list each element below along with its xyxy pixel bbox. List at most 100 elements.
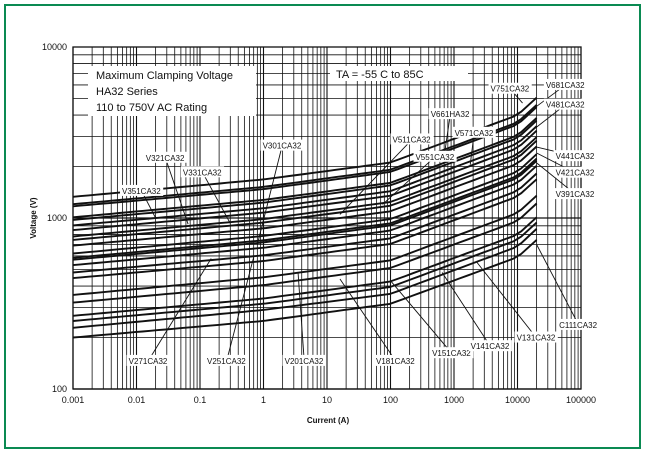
series-label-v331ca32: V331CA32 (183, 168, 222, 177)
label-background (468, 340, 512, 352)
label-leader-line (443, 114, 451, 157)
series-curve-v141ca32 (72, 221, 538, 322)
series-label-v751ca32: V751CA32 (491, 85, 530, 94)
label-background (143, 151, 187, 163)
series-curve-v351ca32 (72, 153, 538, 255)
label-leader-line (390, 280, 453, 354)
temperature-annotation: TA = -55 C to 85C (336, 69, 424, 81)
label-background (120, 184, 164, 196)
series-curve-v181ca32 (72, 202, 538, 304)
series-curve-v511ca32 (72, 125, 538, 227)
x-tick-label: 10000 (505, 395, 530, 405)
label-background (390, 133, 434, 145)
y-tick-label: 1000 (47, 213, 67, 223)
plot-border (72, 46, 582, 390)
temperature-box (330, 66, 468, 81)
axes: 0.001 0.01 0.1 1 10 100 1000 10000 100000 100 1000… (42, 42, 596, 405)
label-background (430, 347, 474, 359)
x-tick-label: 0.01 (128, 395, 146, 405)
series-curve-v661ha32 (72, 106, 538, 208)
series-label-v181ca32: V181CA32 (376, 357, 415, 366)
label-background (553, 150, 597, 162)
x-tick-label: 10 (322, 395, 332, 405)
label-background (543, 98, 588, 110)
label-leader-line (339, 278, 396, 362)
series-curve-v481ca32 (72, 130, 538, 232)
series-label-v201ca32: V201CA32 (285, 357, 324, 366)
series-curve-v301ca32 (72, 165, 538, 267)
label-leader-line (297, 272, 305, 361)
series-curve-v391ca32 (72, 145, 538, 247)
series-curve-v551ca32 (72, 119, 538, 221)
label-leader-line (536, 244, 580, 326)
series-label-v441ca32: V441CA32 (556, 152, 595, 161)
x-axis-label: Current (A) (307, 416, 350, 425)
x-tick-label: 0.001 (62, 395, 85, 405)
label-background (514, 331, 558, 343)
series-label-v321ca32: V321CA32 (146, 154, 185, 163)
series-label-v551ca32: V551CA32 (415, 153, 454, 162)
series-curve-v151ca32 (72, 216, 538, 317)
series-label-v141ca32: V141CA32 (471, 342, 510, 351)
label-background (557, 318, 601, 330)
series-label-v351ca32: V351CA32 (122, 187, 161, 196)
label-background (553, 188, 597, 200)
series-label-v131ca32: V131CA32 (517, 334, 556, 343)
x-tick-label: 100 (383, 395, 398, 405)
series-curve-v421ca32 (72, 140, 538, 241)
series-curve-v441ca32 (72, 136, 538, 238)
label-background (180, 166, 225, 178)
label-leader-line (469, 132, 475, 165)
series-curve-v131ca32 (72, 228, 538, 329)
series-label-v421ca32: V421CA32 (556, 169, 595, 178)
series-label-v391ca32: V391CA32 (556, 190, 595, 199)
series-labels: V751CA32 V681CA32 V481CA32 V661HA32 V571CA32… (120, 78, 601, 366)
series-curves (72, 96, 538, 339)
label-leader-line (147, 258, 212, 362)
label-background (428, 108, 472, 120)
label-background (543, 78, 588, 90)
series-curve-v271ca32 (72, 172, 538, 274)
label-leader-line (256, 145, 283, 245)
x-tick-label: 1000 (444, 395, 464, 405)
x-tick-label: 0.1 (194, 395, 207, 405)
series-label-v681ca32: V681CA32 (546, 81, 585, 90)
series-curve-v201ca32 (72, 194, 538, 296)
series-label-v271ca32: V271CA32 (129, 357, 168, 366)
y-tick-label: 10000 (42, 42, 67, 52)
series-curve-v331ca32 (72, 157, 538, 259)
x-tick-label: 100000 (566, 395, 596, 405)
label-background (282, 354, 326, 366)
series-label-v511ca32: V511CA32 (393, 135, 432, 144)
label-leader-line (339, 139, 413, 215)
series-curve-v321ca32 (72, 160, 538, 261)
chart-title: Maximum Clamping Voltage (96, 70, 233, 82)
chart-subtitle-rating: 110 to 750V AC Rating (96, 102, 207, 114)
chart-subtitle-series: HA32 Series (96, 86, 158, 98)
series-curve-v571ca32 (72, 117, 538, 219)
series-label-v481ca32: V481CA32 (546, 101, 585, 110)
x-tick-label: 1 (261, 395, 266, 405)
series-label-v151ca32: V151CA32 (432, 349, 471, 358)
series-label-v571ca32: V571CA32 (455, 129, 494, 138)
label-leader-line (164, 157, 189, 225)
series-label-v251ca32: V251CA32 (207, 357, 246, 366)
label-background (452, 126, 496, 138)
label-background (126, 354, 170, 366)
series-label-v301ca32: V301CA32 (263, 142, 302, 151)
y-axis-label: Voltage (V) (29, 197, 38, 239)
series-label-c111ca32: C111CA32 (559, 321, 598, 330)
label-background (374, 354, 418, 366)
label-leader-line (382, 156, 436, 205)
label-background (553, 166, 597, 178)
label-background (488, 82, 532, 94)
series-label-v661ha32: V661HA32 (431, 110, 470, 119)
label-background (413, 150, 457, 162)
series-curve-v251ca32 (72, 178, 538, 280)
label-leader-line (226, 257, 255, 362)
label-leader-line (202, 172, 231, 224)
info-box (88, 66, 256, 116)
label-leader-line (441, 272, 491, 347)
y-tick-label: 100 (52, 384, 67, 394)
